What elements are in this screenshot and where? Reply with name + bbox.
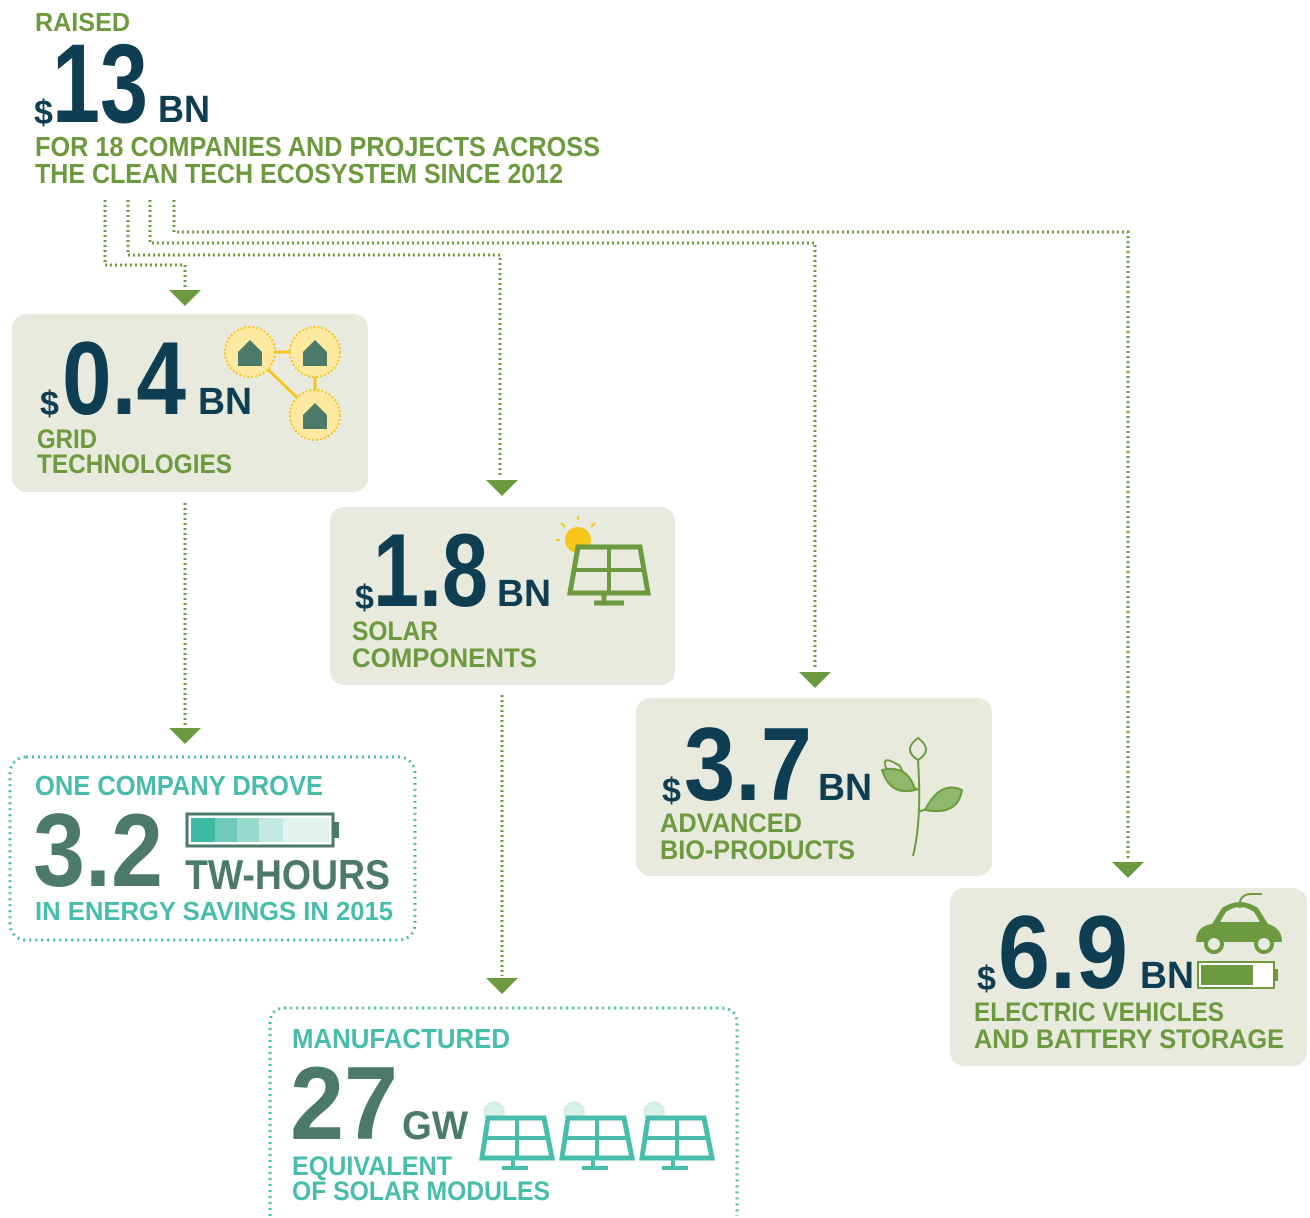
node-label: ELECTRIC VEHICLES xyxy=(974,997,1224,1027)
node-unit: BN xyxy=(198,381,252,423)
node-unit: BN xyxy=(818,767,872,809)
impact-energy: ONE COMPANY DROVE 3.2 TW-HOURS IN ENERGY… xyxy=(10,757,415,940)
battery-icon xyxy=(187,814,339,846)
impact-unit: TW-HOURS xyxy=(185,851,390,898)
node-label: BIO-PRODUCTS xyxy=(660,835,855,865)
node-amount: 3.7 xyxy=(684,707,812,823)
header-description: THE CLEAN TECH ECOSYSTEM SINCE 2012 xyxy=(35,158,563,189)
infographic: RAISED $ 13 BN FOR 18 COMPANIES AND PROJ… xyxy=(0,0,1310,1218)
impact-label: IN ENERGY SAVINGS IN 2015 xyxy=(35,896,393,926)
node-currency: $ xyxy=(977,960,996,998)
grid-node: $ 0.4 BN GRID TECHNOLOGIES xyxy=(12,314,368,492)
solar-node: $ 1.8 BN SOLAR COMPONENTS xyxy=(330,507,675,685)
node-currency: $ xyxy=(40,385,59,423)
header-unit: BN xyxy=(158,89,210,131)
header-currency: $ xyxy=(34,94,53,132)
node-amount: 0.4 xyxy=(62,321,186,437)
impact-unit: GW xyxy=(402,1104,468,1148)
bio-node: $ 3.7 BN ADVANCED BIO-PRODUCTS xyxy=(636,698,992,876)
impact-label: OF SOLAR MODULES xyxy=(292,1176,550,1206)
node-currency: $ xyxy=(662,772,681,810)
header-amount: 13 xyxy=(52,21,148,146)
node-amount: 6.9 xyxy=(998,895,1128,1011)
page: RAISED $ 13 BN FOR 18 COMPANIES AND PROJ… xyxy=(0,0,1310,1218)
ev-node: $ 6.9 BN ELECTRIC VEHICLES AND BATTERY S… xyxy=(950,888,1307,1066)
node-unit: BN xyxy=(497,573,551,615)
panel-icons xyxy=(482,1102,712,1168)
node-currency: $ xyxy=(355,579,374,617)
impact-amount: 27 xyxy=(290,1046,398,1162)
impact-amount: 3.2 xyxy=(33,793,163,909)
node-label: TECHNOLOGIES xyxy=(37,449,232,479)
node-unit: BN xyxy=(1140,955,1194,997)
node-amount: 1.8 xyxy=(373,513,488,629)
node-label: ADVANCED xyxy=(660,808,802,838)
node-label: AND BATTERY STORAGE xyxy=(974,1024,1284,1054)
node-label: COMPONENTS xyxy=(352,643,537,673)
impact-solar: MANUFACTURED 27 GW EQUIVALENT OF SOLAR M… xyxy=(270,1008,737,1216)
node-label: SOLAR xyxy=(352,616,438,646)
